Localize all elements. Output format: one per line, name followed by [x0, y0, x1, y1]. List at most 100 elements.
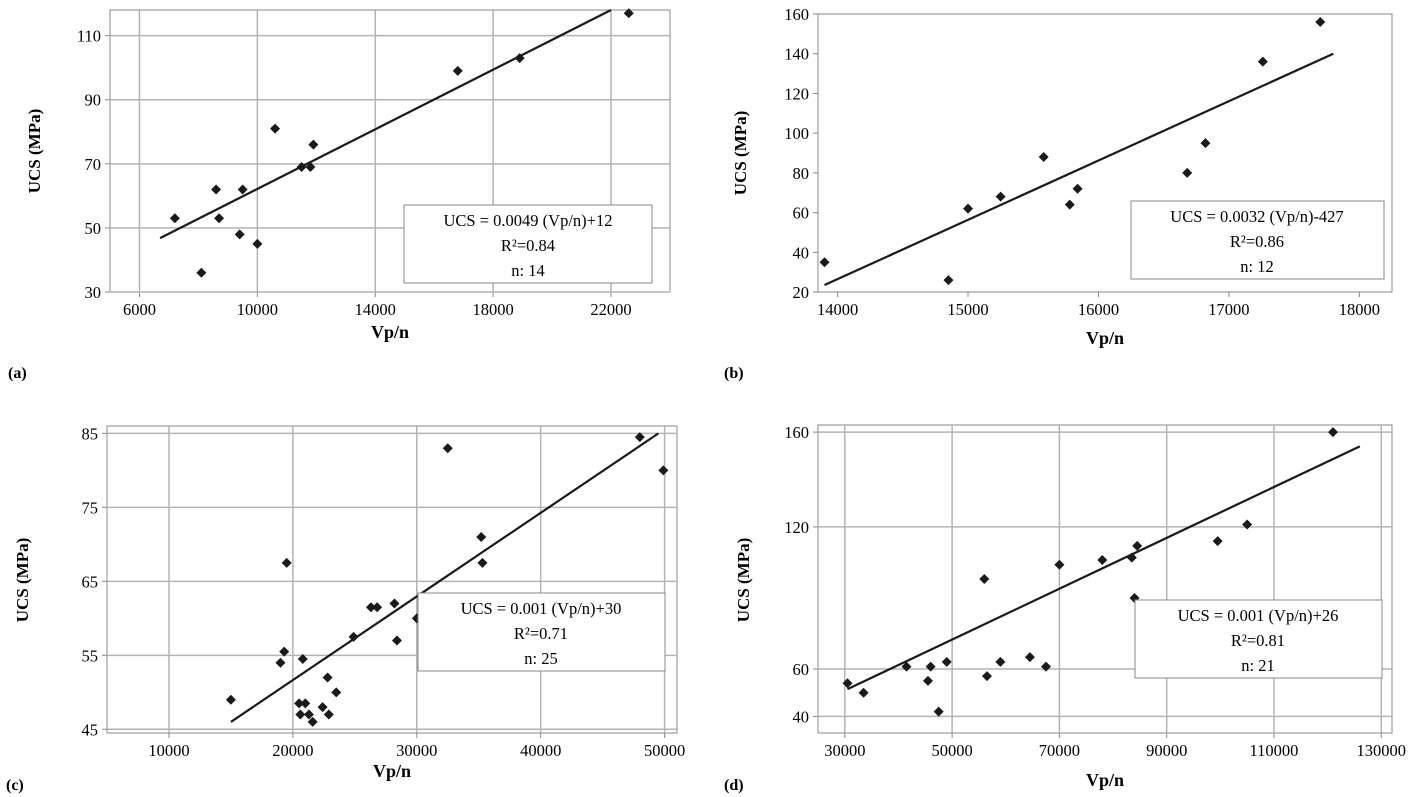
data-point — [925, 661, 936, 672]
data-point — [234, 229, 245, 240]
data-point — [196, 267, 207, 278]
data-point — [1200, 138, 1211, 149]
data-point — [858, 687, 869, 698]
y-tick-label: 75 — [82, 498, 99, 517]
x-tick-label: 10000 — [237, 300, 278, 319]
y-tick-label: 30 — [85, 283, 102, 302]
x-tick-label: 50000 — [644, 741, 685, 760]
x-tick-label: 15000 — [947, 300, 988, 319]
chart-panel-c: 10000 20000 30000 40000 50000 45 55 65 75 85 UCS … — [6, 424, 685, 794]
tick-labels: 10000 20000 30000 40000 50000 45 55 65 75 85 — [82, 424, 686, 760]
equation-label: UCS = 0.0032 (Vp/n)-427 — [1170, 207, 1343, 226]
x-tick-label: 6000 — [123, 300, 156, 319]
data-point — [270, 123, 281, 134]
x-axis-label: Vp/n — [371, 322, 409, 342]
data-point — [214, 213, 225, 224]
x-tick-label: 20000 — [272, 741, 313, 760]
data-point — [901, 661, 912, 672]
y-tick-label: 140 — [784, 45, 809, 64]
equation-label: UCS = 0.001 (Vp/n)+30 — [461, 599, 622, 618]
y-tick-label: 120 — [784, 518, 809, 537]
x-tick-label: 14000 — [817, 300, 858, 319]
data-point — [995, 191, 1006, 202]
y-tick-label: 50 — [85, 219, 102, 238]
data-point — [1038, 151, 1049, 162]
data-point — [1257, 56, 1268, 67]
x-tick-label: 16000 — [1078, 300, 1119, 319]
y-axis-label: UCS (MPa) — [13, 538, 32, 623]
y-axis-label: UCS (MPa) — [25, 109, 44, 194]
tick-labels: 6000 10000 14000 18000 22000 30 50 70 90 110 — [77, 27, 632, 319]
data-point — [1182, 167, 1193, 178]
sample-count-label: n: 21 — [1241, 656, 1274, 675]
annotation-box: UCS = 0.0032 (Vp/n)-427 R²=0.86 n: 12 — [1130, 200, 1385, 280]
x-tick-label: 18000 — [1339, 300, 1380, 319]
data-point — [372, 602, 383, 613]
equation-label: UCS = 0.001 (Vp/n)+26 — [1178, 606, 1339, 625]
annotation-box: UCS = 0.001 (Vp/n)+30 R²=0.71 n: 25 — [417, 592, 666, 672]
sample-count-label: n: 25 — [524, 649, 557, 668]
x-tick-label: 30000 — [396, 741, 437, 760]
trendline — [824, 52, 1334, 287]
data-point — [981, 671, 992, 682]
x-axis-label: Vp/n — [1086, 328, 1124, 348]
x-tick-label: 22000 — [590, 300, 631, 319]
data-point — [1242, 519, 1253, 530]
data-point — [237, 184, 248, 195]
data-point — [819, 257, 830, 268]
x-tick-label: 50000 — [931, 741, 972, 760]
trendline — [159, 9, 612, 240]
x-tick-label: 30000 — [824, 741, 865, 760]
trendline — [847, 445, 1361, 691]
plot-area — [106, 425, 678, 734]
y-tick-label: 60 — [793, 204, 810, 223]
data-point — [281, 557, 292, 568]
data-point — [1097, 555, 1108, 566]
panel-label: (b) — [724, 365, 744, 382]
data-point — [476, 531, 487, 542]
tick-labels: 30000 50000 70000 90000 110000 130000 40 60 120 1… — [784, 423, 1406, 760]
y-tick-label: 160 — [784, 5, 809, 24]
x-tick-label: 90000 — [1146, 741, 1187, 760]
data-points — [842, 427, 1338, 717]
y-axis-label: UCS (MPa) — [731, 111, 750, 196]
data-point — [308, 139, 319, 150]
sample-count-label: n: 14 — [511, 261, 544, 280]
y-tick-label: 90 — [85, 91, 102, 110]
x-tick-label: 10000 — [148, 741, 189, 760]
data-point — [1072, 183, 1083, 194]
gridlines — [813, 13, 1360, 297]
data-point — [1040, 661, 1051, 672]
data-point — [225, 694, 236, 705]
y-tick-label: 80 — [793, 164, 810, 183]
x-tick-label: 14000 — [355, 300, 396, 319]
y-tick-label: 65 — [82, 572, 99, 591]
data-point — [169, 213, 180, 224]
chart-panel-b: 14000 15000 16000 17000 18000 20 40 60 80 100 120 1… — [724, 5, 1393, 382]
data-point — [922, 675, 933, 686]
data-point — [1327, 427, 1338, 438]
data-point — [331, 687, 342, 698]
y-tick-label: 70 — [85, 155, 102, 174]
r-squared-label: R²=0.86 — [1230, 232, 1284, 251]
data-points — [169, 8, 634, 278]
data-point — [1132, 540, 1143, 551]
panel-label: (c) — [6, 777, 24, 794]
data-point — [295, 709, 306, 720]
data-point — [322, 672, 333, 683]
data-point — [296, 162, 307, 173]
data-point — [303, 709, 314, 720]
y-tick-label: 55 — [82, 646, 99, 665]
x-axis-label: Vp/n — [373, 761, 411, 781]
y-tick-label: 45 — [82, 720, 99, 739]
data-point — [1064, 199, 1075, 210]
data-point — [452, 65, 463, 76]
data-points — [225, 432, 669, 727]
data-point — [317, 702, 328, 713]
panel-label: (d) — [724, 777, 744, 794]
x-axis-label: Vp/n — [1086, 770, 1124, 790]
x-tick-label: 130000 — [1357, 741, 1407, 760]
x-tick-label: 18000 — [473, 300, 514, 319]
chart-panel-a: 6000 10000 14000 18000 22000 30 50 70 90 110 UCS … — [8, 8, 671, 382]
